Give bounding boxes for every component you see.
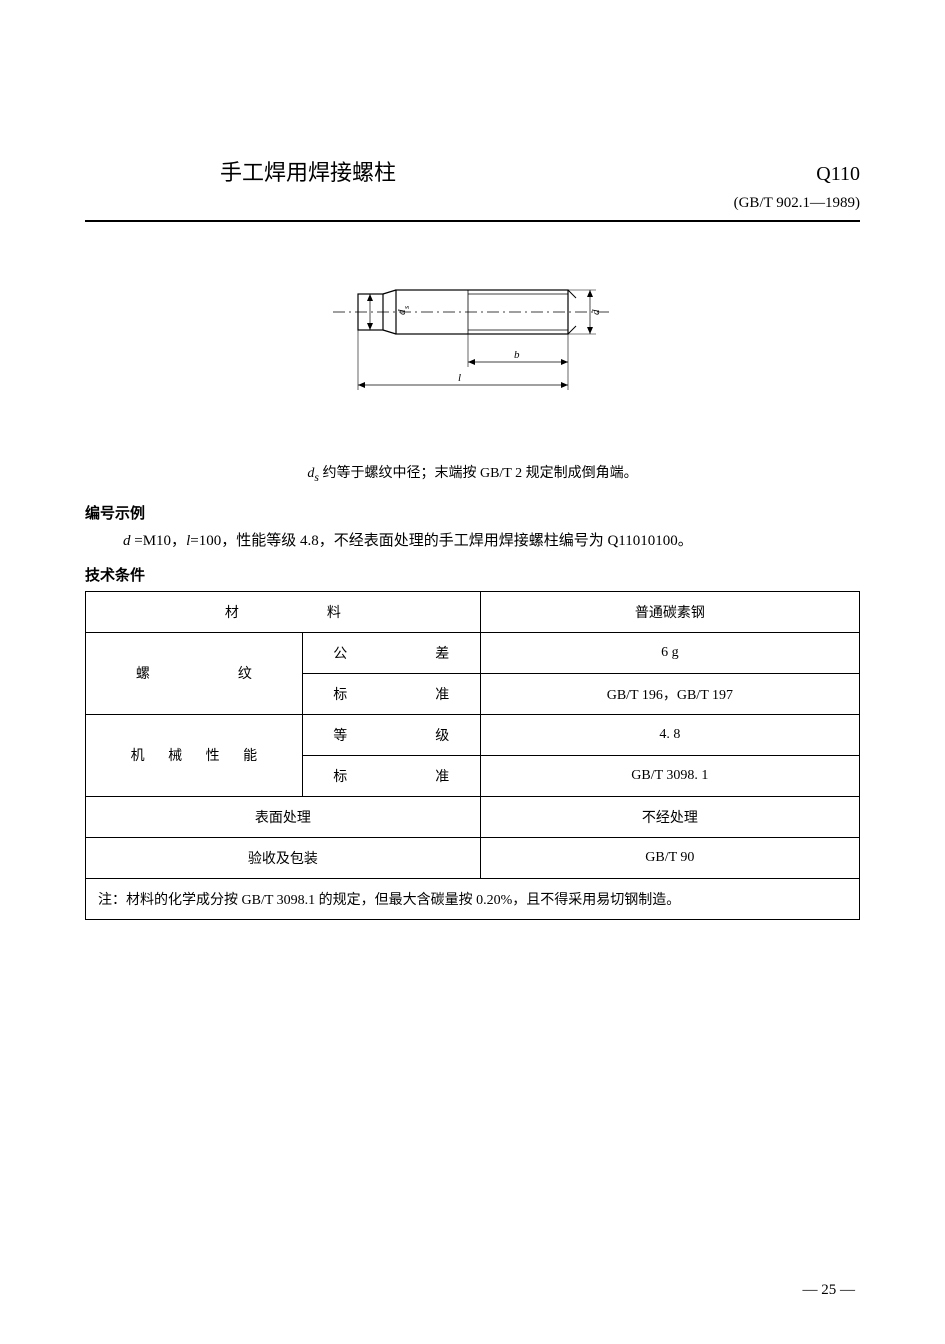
header-divider [85,220,860,222]
cell-surface-label: 表面处理 [86,796,481,837]
spec-table: 材 料 普通碳素钢 螺 纹 公 差 6 g 标 准 GB/T 196，GB/T … [85,591,860,920]
svg-text:b: b [514,349,520,361]
standard-reference: (GB/T 902.1—1989) [85,195,860,212]
page-number: — 25 — [803,1282,856,1299]
cell-accept-value: GB/T 90 [480,837,859,878]
table-row: 机 械 性 能 等 级 4. 8 [86,714,860,755]
cell-surface-value: 不经处理 [480,796,859,837]
cell-accept-label: 验收及包装 [86,837,481,878]
cell-material-value: 普通碳素钢 [480,591,859,632]
cell-tolerance-label: 公 差 [302,632,480,673]
technical-diagram: d s d b l [328,272,618,407]
svg-text:s: s [402,306,411,309]
standard-code: Q110 [816,163,860,186]
diagram-container: d s d b l [85,272,860,407]
table-note: 注：材料的化学成分按 GB/T 3098.1 的规定，但最大含碳量按 0.20%… [86,878,860,919]
cell-thread-std-label: 标 准 [302,673,480,714]
example-text: d =M10，l=100，性能等级 4.8，不经表面处理的手工焊用焊接螺柱编号为… [85,529,860,550]
example-p4: =100，性能等级 4.8，不经表面处理的手工焊用焊接螺柱编号为 Q110101… [190,533,693,549]
diagram-caption: ds 约等于螺纹中径；末端按 GB/T 2 规定制成倒角端。 [85,462,860,484]
example-section-label: 编号示例 [85,502,860,523]
svg-text:l: l [458,372,461,384]
stud-diagram-svg: d s d b l [328,272,618,402]
cell-thread-std-value: GB/T 196，GB/T 197 [480,673,859,714]
table-row: 材 料 普通碳素钢 [86,591,860,632]
tech-section-label: 技术条件 [85,564,860,585]
caption-text: 约等于螺纹中径；末端按 GB/T 2 规定制成倒角端。 [319,466,638,481]
cell-grade-value: 4. 8 [480,714,859,755]
example-p2: =M10， [131,533,187,549]
table-row: 螺 纹 公 差 6 g [86,632,860,673]
table-row: 验收及包装 GB/T 90 [86,837,860,878]
table-row: 表面处理 不经处理 [86,796,860,837]
cell-mech-label: 机 械 性 能 [86,714,303,796]
header-row: 手工焊用焊接螺柱 Q110 [85,155,860,187]
svg-text:d: d [590,309,602,315]
cell-mech-std-value: GB/T 3098. 1 [480,755,859,796]
table-note-row: 注：材料的化学成分按 GB/T 3098.1 的规定，但最大含碳量按 0.20%… [86,878,860,919]
cell-tolerance-value: 6 g [480,632,859,673]
cell-material-label: 材 料 [86,591,481,632]
example-d: d [123,533,131,549]
cell-mech-std-label: 标 准 [302,755,480,796]
page-title: 手工焊用焊接螺柱 [85,155,396,187]
cell-grade-label: 等 级 [302,714,480,755]
cell-thread-label: 螺 纹 [86,632,303,714]
